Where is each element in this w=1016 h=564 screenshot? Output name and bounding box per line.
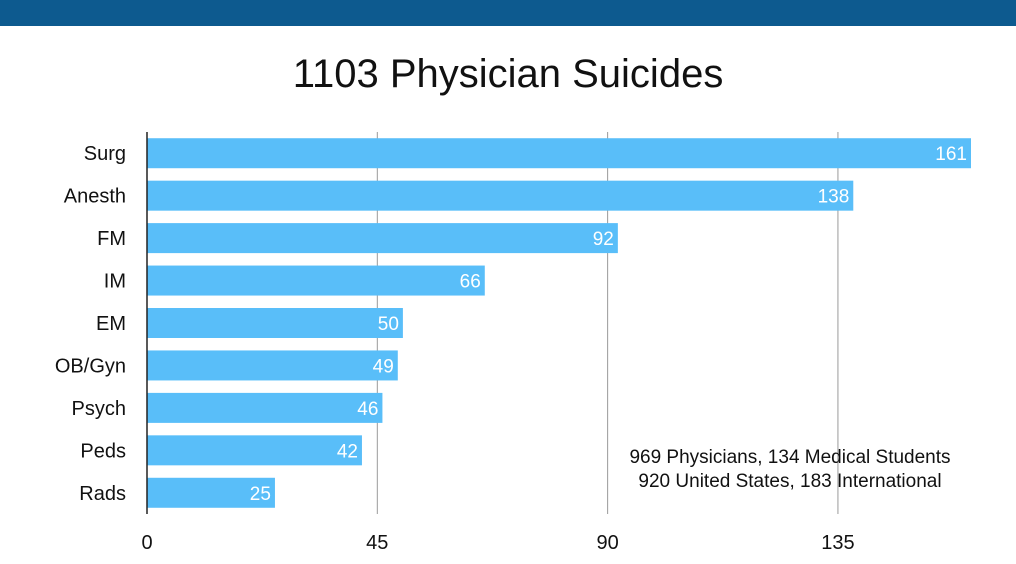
annotation-line-2: 920 United States, 183 International bbox=[638, 471, 942, 492]
bar-rads bbox=[147, 477, 275, 508]
category-label: Anesth bbox=[64, 186, 126, 208]
data-label: 66 bbox=[460, 272, 481, 293]
data-label: 92 bbox=[593, 229, 614, 250]
annotation-note: 969 Physicians, 134 Medical Students 920… bbox=[560, 446, 1016, 494]
x-tick-label: 45 bbox=[366, 532, 388, 554]
x-tick-label: 90 bbox=[596, 532, 618, 554]
category-label: Surg bbox=[84, 143, 126, 165]
category-label: FM bbox=[97, 228, 126, 250]
data-label: 42 bbox=[337, 441, 358, 462]
bar-fm bbox=[147, 223, 618, 254]
bar-ob-gyn bbox=[147, 350, 398, 381]
category-label: Peds bbox=[80, 440, 126, 462]
category-label: OB/Gyn bbox=[55, 355, 126, 377]
bar-psych bbox=[147, 392, 383, 423]
data-label: 49 bbox=[373, 356, 394, 377]
x-tick-label: 0 bbox=[141, 532, 152, 554]
data-label: 46 bbox=[357, 399, 378, 420]
data-label: 161 bbox=[935, 144, 967, 165]
bar-peds bbox=[147, 435, 362, 466]
chart-title: 1103 Physician Suicides bbox=[292, 52, 724, 96]
annotation-line-1: 969 Physicians, 134 Medical Students bbox=[629, 447, 951, 468]
category-label: IM bbox=[104, 271, 126, 293]
data-label: 138 bbox=[818, 187, 850, 208]
category-label: EM bbox=[96, 313, 126, 335]
x-tick-label: 135 bbox=[821, 532, 854, 554]
data-label: 50 bbox=[378, 314, 399, 335]
category-label: Psych bbox=[72, 398, 126, 420]
bar-anesth bbox=[147, 180, 854, 211]
category-label: Rads bbox=[79, 483, 126, 505]
bar-surg bbox=[147, 138, 971, 169]
top-band bbox=[0, 0, 1016, 26]
bar-im bbox=[147, 265, 485, 296]
bar-em bbox=[147, 308, 403, 338]
data-label: 25 bbox=[250, 484, 271, 505]
